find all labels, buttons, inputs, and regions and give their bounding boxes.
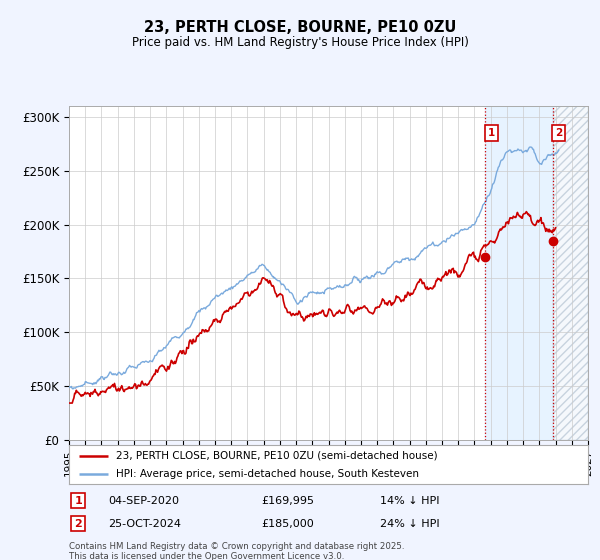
Text: Price paid vs. HM Land Registry's House Price Index (HPI): Price paid vs. HM Land Registry's House … bbox=[131, 36, 469, 49]
Bar bbox=[485, 106, 553, 440]
Text: £169,995: £169,995 bbox=[261, 496, 314, 506]
Bar bbox=[553, 106, 588, 440]
Text: 04-SEP-2020: 04-SEP-2020 bbox=[108, 496, 179, 506]
Text: 25-OCT-2024: 25-OCT-2024 bbox=[108, 519, 181, 529]
Text: Contains HM Land Registry data © Crown copyright and database right 2025.
This d: Contains HM Land Registry data © Crown c… bbox=[69, 542, 404, 560]
Text: 24% ↓ HPI: 24% ↓ HPI bbox=[380, 519, 440, 529]
Text: HPI: Average price, semi-detached house, South Kesteven: HPI: Average price, semi-detached house,… bbox=[116, 469, 419, 479]
Text: 2: 2 bbox=[74, 519, 82, 529]
Text: 2: 2 bbox=[555, 128, 562, 138]
Text: 23, PERTH CLOSE, BOURNE, PE10 0ZU (semi-detached house): 23, PERTH CLOSE, BOURNE, PE10 0ZU (semi-… bbox=[116, 451, 437, 461]
Text: 23, PERTH CLOSE, BOURNE, PE10 0ZU: 23, PERTH CLOSE, BOURNE, PE10 0ZU bbox=[144, 20, 456, 35]
Text: £185,000: £185,000 bbox=[261, 519, 314, 529]
Text: 1: 1 bbox=[488, 128, 495, 138]
Bar bbox=[553, 106, 588, 440]
Text: 14% ↓ HPI: 14% ↓ HPI bbox=[380, 496, 440, 506]
Text: 1: 1 bbox=[74, 496, 82, 506]
